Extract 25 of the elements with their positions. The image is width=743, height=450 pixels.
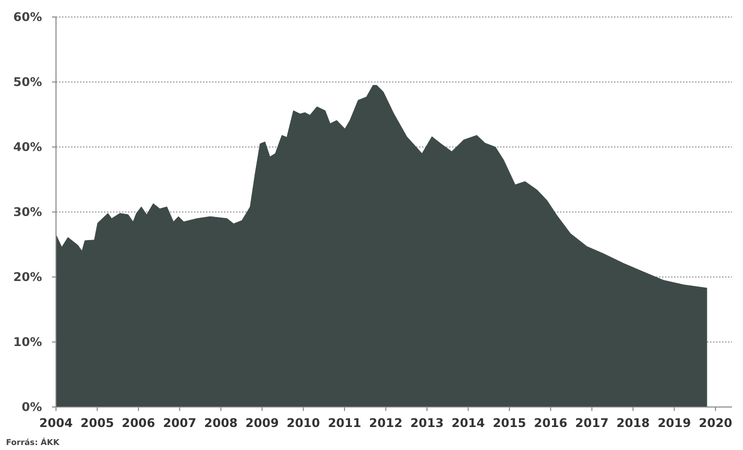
x-tick-label: 2015 <box>492 416 526 430</box>
y-tick-label: 30% <box>13 205 42 219</box>
text: Forrás: ÁKK <box>6 437 60 447</box>
x-tick-label: 2010 <box>286 416 320 430</box>
x-tick-label: 2005 <box>80 416 114 430</box>
x-tick-label: 2012 <box>369 416 402 430</box>
x-tick-label: 2013 <box>410 416 444 430</box>
x-tick-label: 2011 <box>328 416 362 430</box>
x-tick-label: 2008 <box>204 416 238 430</box>
x-tick-label: 2014 <box>451 416 485 430</box>
x-tick-label: 2019 <box>658 416 691 430</box>
y-tick-label: 0% <box>22 400 42 414</box>
x-tick-label: 2018 <box>616 416 650 430</box>
x-tick-label: 2009 <box>245 416 279 430</box>
x-tick-label: 2016 <box>534 416 568 430</box>
x-tick-label: 2006 <box>122 416 156 430</box>
y-tick-label: 40% <box>13 140 42 154</box>
y-tick-label: 20% <box>13 270 42 284</box>
y-tick-label: 60% <box>13 10 42 24</box>
y-tick-label: 10% <box>13 335 42 349</box>
x-tick-label: 2004 <box>39 416 73 430</box>
x-tick-label: 2020 <box>698 416 732 430</box>
y-tick-label: 50% <box>13 75 42 89</box>
x-tick-label: 2007 <box>162 416 196 430</box>
x-tick-label: 2017 <box>575 416 609 430</box>
